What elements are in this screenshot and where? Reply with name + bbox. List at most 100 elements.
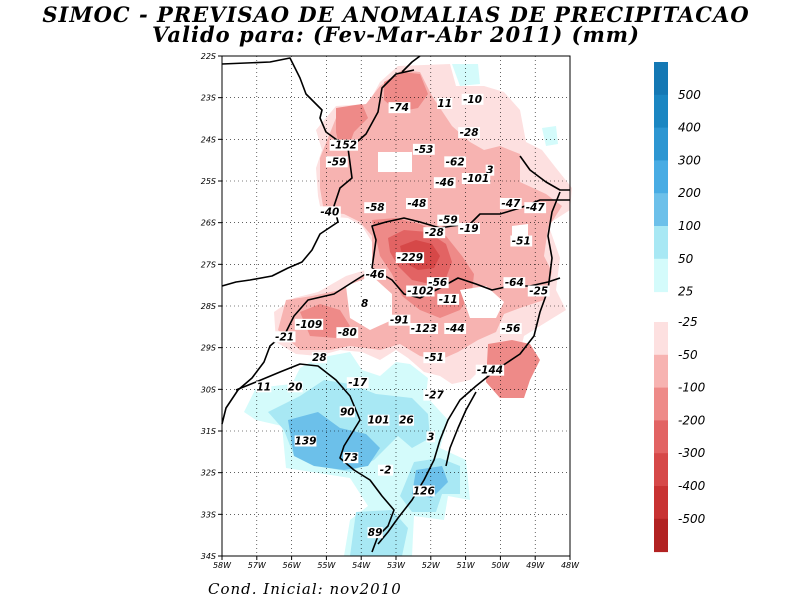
value-label: -53 — [414, 144, 433, 156]
value-label: 73 — [343, 452, 358, 464]
coastline — [519, 155, 570, 191]
value-label: -144 — [477, 365, 503, 377]
value-label: -47 — [501, 198, 521, 210]
value-label: -27 — [425, 390, 445, 402]
value-label: -102 — [407, 286, 433, 298]
value-label: -59 — [439, 215, 458, 227]
value-label-bg — [458, 127, 480, 139]
value-label-bg — [273, 331, 296, 343]
x-tick-label: 52W — [422, 561, 441, 570]
value-label: -62 — [446, 156, 465, 168]
value-label-bg — [510, 235, 533, 247]
value-label-bg — [524, 202, 547, 214]
y-tick-label: 28S — [201, 302, 216, 311]
value-label-bg — [426, 431, 436, 443]
value-label-bg — [458, 223, 480, 234]
value-label-bg — [409, 323, 439, 334]
value-label-bg — [475, 364, 505, 376]
colorbar-negative-swatch — [654, 453, 668, 487]
value-label-bg — [294, 318, 324, 330]
colorbar-positive-swatch — [654, 127, 668, 161]
value-label: -152 — [331, 140, 357, 152]
value-label-bg — [318, 206, 341, 218]
value-label-bg — [287, 381, 303, 393]
value-label: 8 — [361, 298, 368, 310]
x-tick-label: 50W — [491, 561, 510, 570]
y-tick-label: 23S — [201, 94, 216, 103]
value-label: 101 — [368, 415, 390, 427]
value-label-bg — [364, 202, 387, 214]
colorbar-label: 200 — [678, 186, 701, 200]
international-border — [235, 363, 395, 553]
value-label-bg — [499, 198, 522, 209]
value-label-bg — [406, 285, 435, 297]
value-label-bg — [485, 164, 495, 176]
value-label-bg — [437, 98, 453, 109]
value-label: -56 — [501, 323, 520, 335]
y-tick-label: 27S — [201, 260, 216, 269]
value-labels-layer: -74 11 -10-28-152 -53-59 -623-101-46-58 -48 -4… — [256, 93, 550, 539]
y-tick-label: 29S — [201, 344, 216, 353]
value-label-bg — [364, 268, 387, 280]
colorbar-label: 50 — [678, 252, 694, 266]
colorbar-negative-swatch — [654, 486, 668, 520]
colorbar-positive-swatch — [654, 193, 668, 227]
value-label-bg — [367, 527, 383, 539]
neutral-zone — [378, 152, 412, 172]
value-label-bg — [499, 323, 522, 334]
colorbar-positive-swatch — [654, 94, 668, 129]
axis-ticks-layer: 58W 57W 56W 55W 54W 53W 52W 51W 50W 49W 48W 22S 23S 2… — [201, 52, 580, 570]
y-tick-label: 26S — [201, 219, 216, 228]
value-label: -229 — [397, 252, 423, 264]
value-label: -91 — [390, 315, 409, 327]
value-label: 26 — [399, 415, 414, 427]
colorbar-positive-swatch — [654, 258, 668, 293]
colorbar-label: -500 — [678, 512, 706, 526]
value-label: 90 — [340, 406, 355, 418]
negative-anomaly-100-200 — [384, 72, 428, 112]
colorbar-label: 500 — [678, 88, 701, 102]
colorbar-label: -50 — [678, 348, 698, 362]
value-label: -51 — [425, 352, 444, 364]
value-label: -28 — [425, 227, 444, 239]
y-tick-label: 33S — [201, 510, 216, 519]
lagoon-shore — [445, 391, 477, 467]
value-label: -19 — [460, 223, 479, 235]
map-title: SIMOC - PREVISAO DE ANOMALIAS DE PRECIPI… — [42, 2, 750, 27]
value-label: 11 — [437, 98, 452, 110]
international-border — [221, 57, 353, 287]
colorbar-label: -400 — [678, 479, 706, 493]
negative-anomaly-100-200 — [486, 340, 540, 398]
value-label-bg — [527, 285, 550, 297]
colorbar-label: -100 — [678, 381, 706, 395]
value-label: 89 — [368, 527, 383, 539]
colorbar-label: -200 — [678, 413, 706, 427]
colorbar-label: 300 — [678, 153, 701, 167]
positive-anomaly-25-50 — [542, 126, 558, 146]
coastline — [401, 55, 421, 73]
value-label: -25 — [529, 286, 548, 298]
value-label-bg — [461, 93, 484, 105]
colorbar-label: 25 — [678, 285, 693, 299]
anomaly-field-layer — [244, 64, 572, 556]
value-label: -46 — [435, 177, 454, 189]
colorbar-label: 400 — [678, 121, 701, 135]
value-label: -58 — [366, 202, 385, 214]
y-tick-label: 30S — [201, 385, 216, 394]
value-label-bg — [311, 352, 328, 364]
colorbar-positive-swatch — [654, 62, 668, 96]
value-label-bg — [412, 485, 435, 497]
value-label: -109 — [296, 319, 322, 331]
value-label: -2 — [380, 465, 392, 477]
value-label: -48 — [407, 198, 426, 210]
x-tick-label: 58W — [213, 561, 232, 570]
value-label-bg — [461, 173, 491, 184]
value-label: -44 — [446, 323, 465, 335]
value-label-bg — [294, 435, 317, 447]
value-label: -59 — [327, 156, 346, 168]
value-label-bg — [412, 143, 435, 155]
value-label-bg — [336, 327, 359, 339]
value-label: 139 — [295, 436, 317, 448]
colorbar-negative-swatch — [654, 322, 668, 356]
colorbar-label: -300 — [678, 446, 706, 460]
